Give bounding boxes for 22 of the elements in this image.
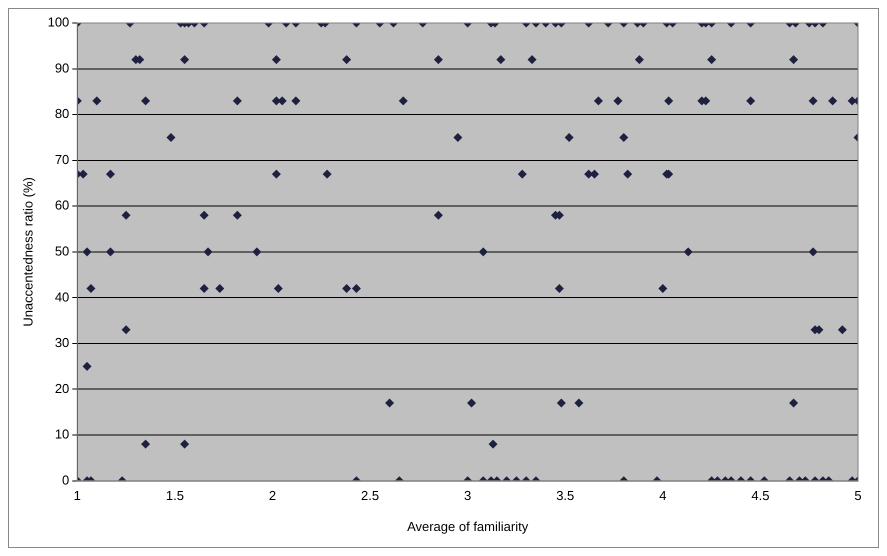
x-axis-title: Average of familiarity bbox=[407, 518, 529, 534]
y-tick-label: 30 bbox=[54, 335, 70, 350]
y-tick-label: 0 bbox=[62, 472, 70, 488]
x-tick-label: 3 bbox=[464, 488, 472, 504]
x-tick-label: 1 bbox=[74, 488, 81, 504]
x-tick-label: 4 bbox=[659, 488, 666, 504]
y-tick-label: 10 bbox=[54, 426, 70, 442]
y-tick-label: 50 bbox=[54, 243, 70, 258]
y-tick-label: 70 bbox=[54, 152, 70, 167]
y-axis-title: Unaccentedness ratio (%) bbox=[20, 177, 36, 327]
x-tick-label: 3.5 bbox=[556, 488, 574, 504]
x-tick-label: 2.5 bbox=[361, 488, 380, 504]
y-tick-label: 100 bbox=[48, 14, 70, 30]
x-tick-label: 4.5 bbox=[751, 488, 770, 504]
x-tick-label: 5 bbox=[854, 488, 862, 504]
y-tick-label: 80 bbox=[54, 106, 70, 122]
y-tick-label: 60 bbox=[54, 198, 70, 213]
y-tick-label: 20 bbox=[54, 380, 70, 396]
x-tick-label: 1.5 bbox=[166, 488, 184, 504]
y-tick-label: 90 bbox=[54, 60, 70, 76]
y-tick-label: 40 bbox=[54, 289, 70, 304]
x-tick-label: 2 bbox=[268, 488, 276, 504]
